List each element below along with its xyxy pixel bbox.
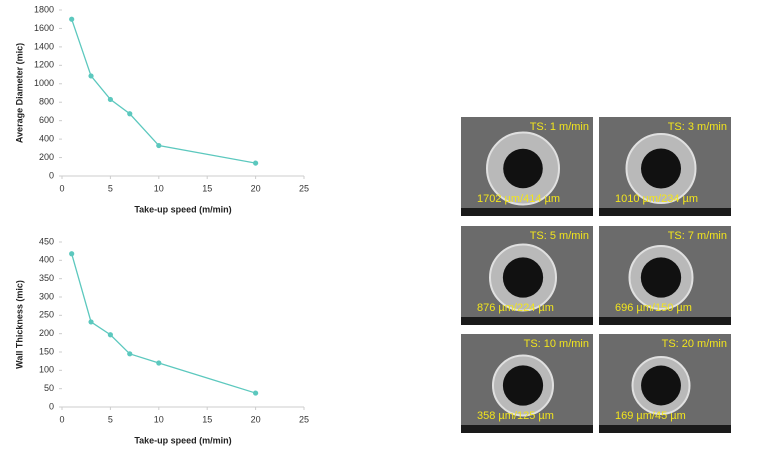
point xyxy=(107,96,113,103)
y-tick-label: 200 xyxy=(39,328,54,338)
fiber-lumen xyxy=(503,148,543,189)
y-tick-label: 200 xyxy=(39,152,54,162)
y-tick-label: 50 xyxy=(44,383,54,393)
y-axis-label: Average Diameter (mic) xyxy=(14,43,24,143)
x-tick-label: 25 xyxy=(299,183,309,193)
fiber-lumen xyxy=(640,257,682,298)
x-tick-label: 10 xyxy=(154,414,164,424)
dims-label: 169 µm/45 µm xyxy=(615,410,686,422)
point xyxy=(107,332,113,338)
sem-image: TS: 7 m/min 696 µm/150 µm xyxy=(599,226,731,325)
sem-image: TS: 3 m/min 1010 µm/234 µm xyxy=(599,117,731,216)
y-tick-label: 1600 xyxy=(34,23,54,33)
y-tick-label: 250 xyxy=(39,310,54,320)
info-bar xyxy=(599,317,731,325)
sem-image: TS: 1 m/min 1702 µm/414 µm xyxy=(461,117,593,216)
x-tick-label: 20 xyxy=(251,414,261,424)
fiber-lumen xyxy=(502,257,544,298)
y-tick-label: 0 xyxy=(49,170,54,180)
x-tick-label: 25 xyxy=(299,414,309,424)
speed-label: TS: 10 m/min xyxy=(524,338,589,350)
y-tick-label: 800 xyxy=(39,97,54,107)
y-tick-label: 1200 xyxy=(34,60,54,70)
x-tick-label: 0 xyxy=(59,414,64,424)
x-tick-label: 20 xyxy=(251,183,261,193)
x-tick-label: 5 xyxy=(108,414,113,424)
dims-label: 1010 µm/234 µm xyxy=(615,193,698,205)
dims-label: 358 µm/125 µm xyxy=(477,410,554,422)
point xyxy=(69,251,75,257)
dims-label: 696 µm/150 µm xyxy=(615,302,692,314)
y-tick-label: 350 xyxy=(39,273,54,283)
x-tick-label: 15 xyxy=(202,414,212,424)
fiber-lumen xyxy=(502,365,544,406)
fiber-lumen xyxy=(641,365,681,406)
speed-label: TS: 3 m/min xyxy=(668,121,727,133)
point xyxy=(88,319,94,325)
x-tick-label: 0 xyxy=(59,183,64,193)
point xyxy=(253,160,259,166)
y-tick-label: 600 xyxy=(39,115,54,125)
point xyxy=(69,16,75,22)
y-tick-label: 150 xyxy=(39,346,54,356)
sem-image: TS: 20 m/min 169 µm/45 µm xyxy=(599,334,731,433)
y-tick-label: 100 xyxy=(39,365,54,375)
sem-image: TS: 10 m/min 358 µm/125 µm xyxy=(461,334,593,433)
y-tick-label: 450 xyxy=(39,236,54,246)
point xyxy=(156,142,162,149)
info-bar xyxy=(461,425,593,433)
line xyxy=(71,19,256,164)
y-tick-label: 400 xyxy=(39,255,54,265)
info-bar xyxy=(599,425,731,433)
info-bar xyxy=(461,208,593,216)
y-tick-label: 1400 xyxy=(34,41,54,51)
line xyxy=(71,253,256,394)
y-tick-label: 1000 xyxy=(34,78,54,88)
point xyxy=(253,390,259,396)
point xyxy=(127,111,133,117)
x-axis-label: Take-up speed (m/min) xyxy=(134,204,231,214)
x-tick-label: 15 xyxy=(202,183,212,193)
point xyxy=(156,360,162,366)
y-tick-label: 300 xyxy=(39,291,54,301)
sem-image: TS: 5 m/min 876 µm/224 µm xyxy=(461,226,593,325)
dims-label: 1702 µm/414 µm xyxy=(477,193,560,205)
info-bar xyxy=(461,317,593,325)
point xyxy=(127,351,133,357)
point xyxy=(88,73,94,79)
speed-label: TS: 20 m/min xyxy=(662,338,727,350)
x-tick-label: 10 xyxy=(154,183,164,193)
y-tick-label: 0 xyxy=(49,401,54,411)
fiber-lumen xyxy=(640,148,682,189)
speed-label: TS: 1 m/min xyxy=(530,121,589,133)
speed-label: TS: 5 m/min xyxy=(530,230,589,242)
x-axis-label: Take-up speed (m/min) xyxy=(134,435,231,445)
y-tick-label: 400 xyxy=(39,133,54,143)
x-tick-label: 5 xyxy=(108,183,113,193)
dims-label: 876 µm/224 µm xyxy=(477,302,554,314)
speed-label: TS: 7 m/min xyxy=(668,230,727,242)
y-tick-label: 1800 xyxy=(34,4,54,14)
y-axis-label: Wall Thickness (mic) xyxy=(14,280,24,369)
info-bar xyxy=(599,208,731,216)
